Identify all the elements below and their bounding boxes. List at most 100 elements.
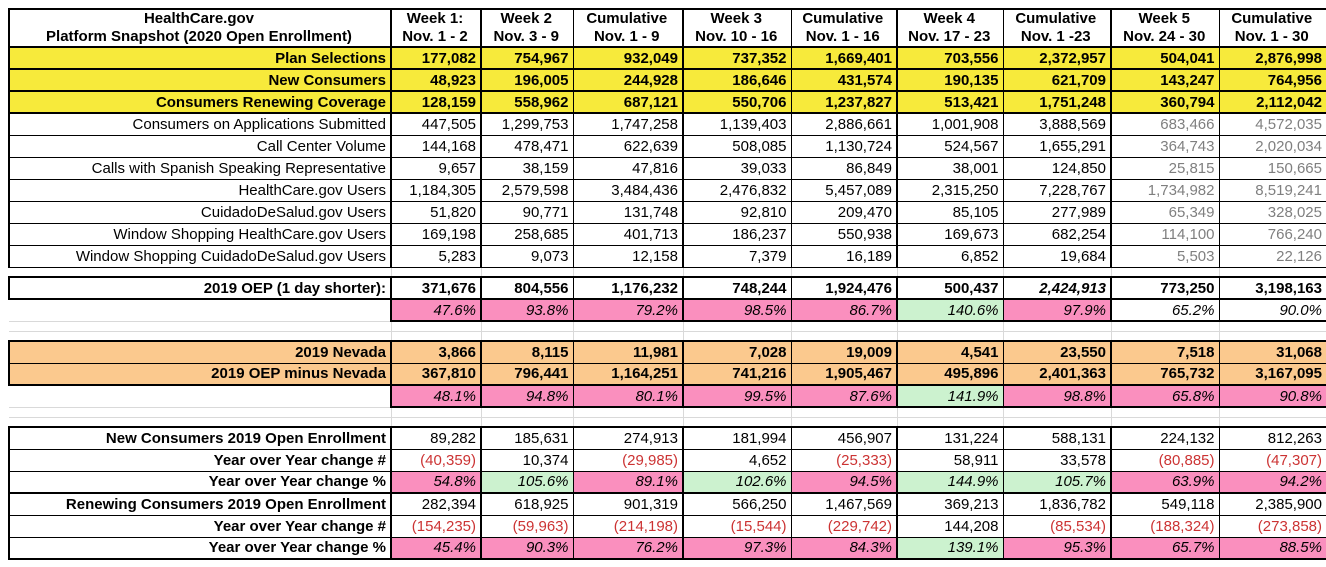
- value-cell[interactable]: 51,820: [390, 200, 482, 224]
- grid-spacer-cell[interactable]: [1219, 321, 1326, 332]
- percent-cell[interactable]: 65.7%: [1110, 536, 1220, 560]
- value-cell[interactable]: 7,028: [682, 340, 792, 364]
- value-cell[interactable]: 1,176,232: [572, 276, 684, 300]
- value-cell[interactable]: 364,743: [1110, 134, 1220, 158]
- value-cell[interactable]: 2,401,363: [1002, 362, 1112, 386]
- value-cell[interactable]: 128,159: [390, 90, 482, 114]
- value-cell[interactable]: 369,213: [896, 492, 1004, 516]
- value-cell[interactable]: 186,237: [682, 222, 792, 246]
- value-cell[interactable]: 1,001,908: [896, 112, 1004, 136]
- grid-spacer-cell[interactable]: [1111, 407, 1220, 418]
- percent-cell[interactable]: 140.6%: [896, 298, 1004, 322]
- value-cell[interactable]: 401,713: [572, 222, 684, 246]
- value-cell[interactable]: 1,237,827: [790, 90, 898, 114]
- grid-spacer-cell[interactable]: [683, 331, 792, 342]
- row-label[interactable]: Year over Year change #: [8, 448, 392, 472]
- percent-cell[interactable]: 84.3%: [790, 536, 898, 560]
- value-cell[interactable]: 48,923: [390, 68, 482, 92]
- value-cell[interactable]: 3,888,569: [1002, 112, 1112, 136]
- value-cell[interactable]: 5,283: [390, 244, 482, 268]
- value-cell[interactable]: 495,896: [896, 362, 1004, 386]
- percent-cell[interactable]: 54.8%: [390, 470, 482, 494]
- value-cell[interactable]: 367,810: [390, 362, 482, 386]
- value-cell[interactable]: 144,208: [896, 514, 1004, 538]
- value-cell[interactable]: 550,938: [790, 222, 898, 246]
- value-cell[interactable]: 1,467,569: [790, 492, 898, 516]
- value-cell[interactable]: 812,263: [1218, 426, 1326, 450]
- row-label[interactable]: Consumers Renewing Coverage: [8, 90, 392, 114]
- grid-spacer-cell[interactable]: [1219, 407, 1326, 418]
- value-cell[interactable]: 328,025: [1218, 200, 1326, 224]
- value-cell[interactable]: 1,139,403: [682, 112, 792, 136]
- value-cell[interactable]: 23,550: [1002, 340, 1112, 364]
- grid-spacer-cell[interactable]: [791, 321, 898, 332]
- value-cell[interactable]: 177,082: [390, 46, 482, 70]
- value-cell[interactable]: 92,810: [682, 200, 792, 224]
- percent-cell[interactable]: 98.8%: [1002, 384, 1112, 408]
- value-cell[interactable]: 766,240: [1218, 222, 1326, 246]
- value-cell[interactable]: 765,732: [1110, 362, 1220, 386]
- value-cell[interactable]: 431,574: [790, 68, 898, 92]
- grid-spacer-cell[interactable]: [481, 267, 574, 278]
- value-cell[interactable]: 244,928: [572, 68, 684, 92]
- grid-spacer-cell[interactable]: [1003, 407, 1112, 418]
- column-header[interactable]: Week 3 Nov. 10 - 16: [682, 8, 792, 48]
- row-label[interactable]: CuidadoDeSalud.gov Users: [8, 200, 392, 224]
- value-cell[interactable]: 7,228,767: [1002, 178, 1112, 202]
- value-cell[interactable]: 144,168: [390, 134, 482, 158]
- percent-cell[interactable]: 65.8%: [1110, 384, 1220, 408]
- value-cell[interactable]: (15,544): [682, 514, 792, 538]
- value-cell[interactable]: 196,005: [480, 68, 574, 92]
- percent-cell[interactable]: 94.5%: [790, 470, 898, 494]
- value-cell[interactable]: 1,299,753: [480, 112, 574, 136]
- percent-cell[interactable]: 89.1%: [572, 470, 684, 494]
- grid-spacer-cell[interactable]: [9, 331, 392, 342]
- column-header[interactable]: Week 1: Nov. 1 - 2: [390, 8, 482, 48]
- grid-spacer-cell[interactable]: [9, 407, 392, 418]
- row-label[interactable]: Calls with Spanish Speaking Representati…: [8, 156, 392, 180]
- grid-spacer-cell[interactable]: [391, 417, 482, 428]
- value-cell[interactable]: 274,913: [572, 426, 684, 450]
- grid-spacer-cell[interactable]: [1219, 267, 1326, 278]
- percent-cell[interactable]: 63.9%: [1110, 470, 1220, 494]
- value-cell[interactable]: 190,135: [896, 68, 1004, 92]
- percent-cell[interactable]: 80.1%: [572, 384, 684, 408]
- percent-cell[interactable]: 139.1%: [896, 536, 1004, 560]
- value-cell[interactable]: 19,684: [1002, 244, 1112, 268]
- value-cell[interactable]: 38,159: [480, 156, 574, 180]
- percent-cell[interactable]: 95.3%: [1002, 536, 1112, 560]
- value-cell[interactable]: (25,333): [790, 448, 898, 472]
- value-cell[interactable]: 1,836,782: [1002, 492, 1112, 516]
- value-cell[interactable]: 185,631: [480, 426, 574, 450]
- value-cell[interactable]: 618,925: [480, 492, 574, 516]
- value-cell[interactable]: 3,167,095: [1218, 362, 1326, 386]
- percent-cell[interactable]: 87.6%: [790, 384, 898, 408]
- value-cell[interactable]: 38,001: [896, 156, 1004, 180]
- value-cell[interactable]: 4,572,035: [1218, 112, 1326, 136]
- value-cell[interactable]: 1,734,982: [1110, 178, 1220, 202]
- value-cell[interactable]: 6,852: [896, 244, 1004, 268]
- value-cell[interactable]: 131,748: [572, 200, 684, 224]
- grid-spacer-cell[interactable]: [1003, 267, 1112, 278]
- value-cell[interactable]: 7,379: [682, 244, 792, 268]
- value-cell[interactable]: (29,985): [572, 448, 684, 472]
- percent-cell[interactable]: 141.9%: [896, 384, 1004, 408]
- value-cell[interactable]: 33,578: [1002, 448, 1112, 472]
- value-cell[interactable]: 748,244: [682, 276, 792, 300]
- value-cell[interactable]: 621,709: [1002, 68, 1112, 92]
- value-cell[interactable]: (80,885): [1110, 448, 1220, 472]
- value-cell[interactable]: 1,905,467: [790, 362, 898, 386]
- value-cell[interactable]: 524,567: [896, 134, 1004, 158]
- value-cell[interactable]: 932,049: [572, 46, 684, 70]
- row-label[interactable]: Renewing Consumers 2019 Open Enrollment: [8, 492, 392, 516]
- percent-cell[interactable]: 98.5%: [682, 298, 792, 322]
- row-label[interactable]: Plan Selections: [8, 46, 392, 70]
- value-cell[interactable]: 85,105: [896, 200, 1004, 224]
- value-cell[interactable]: 2,315,250: [896, 178, 1004, 202]
- value-cell[interactable]: 39,033: [682, 156, 792, 180]
- grid-spacer-cell[interactable]: [481, 407, 574, 418]
- value-cell[interactable]: 622,639: [572, 134, 684, 158]
- percent-cell[interactable]: 65.2%: [1110, 298, 1220, 322]
- value-cell[interactable]: 58,911: [896, 448, 1004, 472]
- grid-spacer-cell[interactable]: [391, 331, 482, 342]
